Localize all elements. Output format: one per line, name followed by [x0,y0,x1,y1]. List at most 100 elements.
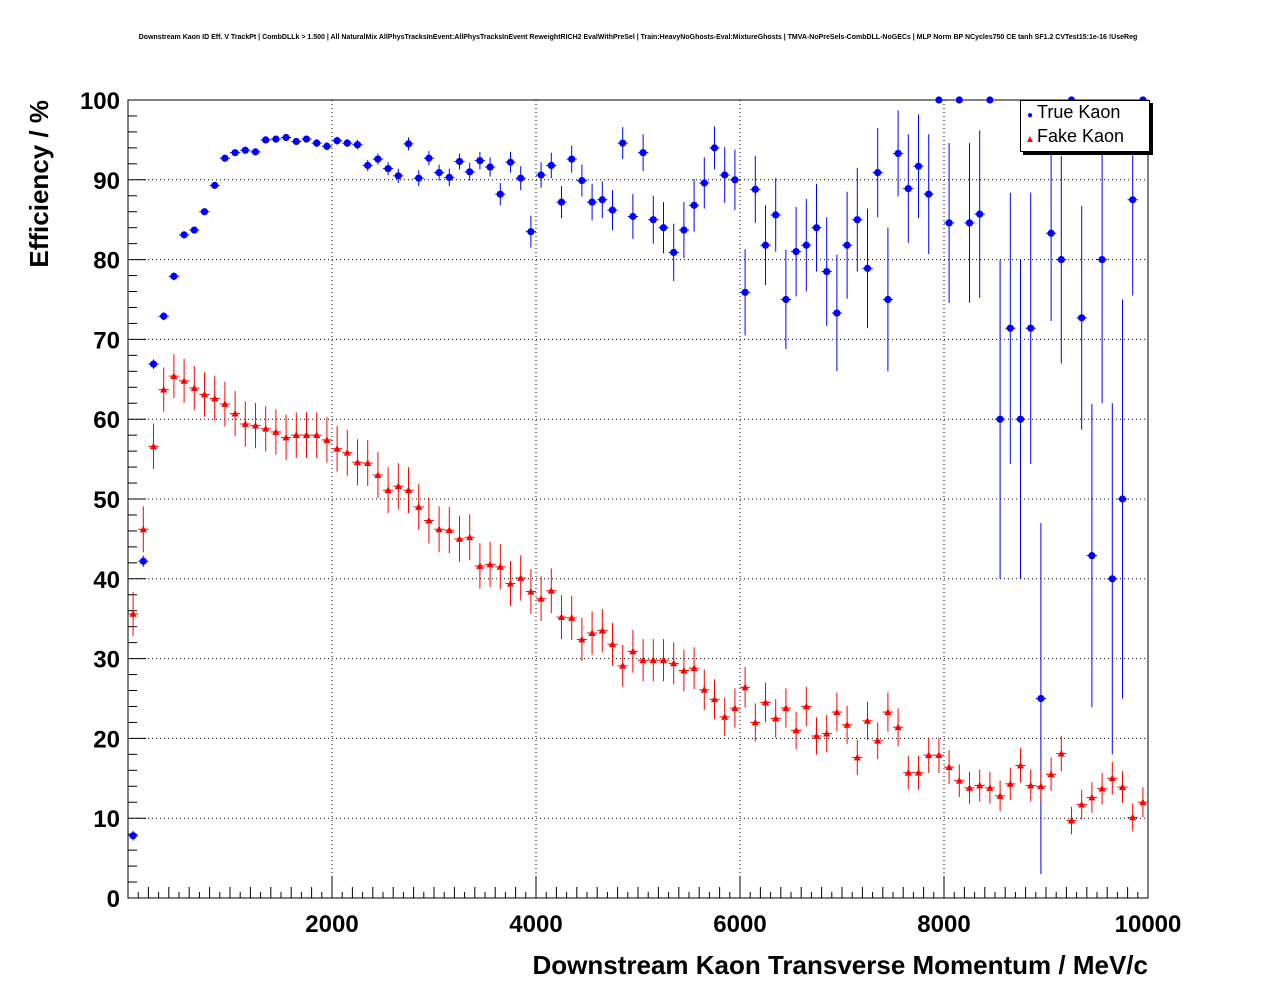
circle-marker [986,96,994,104]
fake-kaon-point [995,780,1006,812]
true-kaon-point [454,153,465,170]
true-kaon-point [332,136,343,145]
true-kaon-point [597,181,608,219]
triangle-marker [578,635,586,643]
true-kaon-point [209,181,220,189]
true-kaon-point [627,194,638,239]
circle-marker [537,171,545,179]
true-kaon-point [168,272,179,281]
triangle-marker [721,713,729,720]
true-kaon-point [1015,259,1026,579]
fake-kaon-point [913,755,924,790]
circle-marker [659,224,668,232]
triangle-marker [629,647,637,655]
true-kaon-point [301,135,312,143]
triangle-marker [1016,761,1025,769]
fake-kaon-point [1086,782,1097,813]
triangle-marker [863,717,872,724]
fake-kaon-point [505,561,516,607]
fake-kaon-point [372,452,383,499]
true-kaon-point [1005,192,1016,464]
triangle-marker [506,579,515,587]
triangle-marker [1139,798,1147,806]
triangle-marker [435,525,443,533]
triangle-marker [1047,770,1055,778]
true-kaon-point [801,198,812,292]
triangle-marker [486,560,494,568]
circle-marker [425,154,433,162]
true-kaon-point [954,96,965,104]
true-kaon-point [1097,115,1108,404]
triangle-marker [710,695,719,703]
true-kaon-point [444,168,455,187]
circle-marker [445,173,453,182]
true-kaon-point [240,146,251,154]
true-kaon-point [913,114,924,219]
fake-kaon-point [617,644,628,687]
triangle-marker [149,442,158,450]
circle-marker [1047,229,1055,237]
true-kaon-point [536,162,547,188]
circle-marker [772,211,780,219]
fake-kaon-point [556,595,567,640]
triangle-marker [180,377,188,384]
triangle-marker [996,792,1004,799]
triangle-marker [190,384,198,391]
triangle-marker [802,702,810,710]
circle-marker [353,141,362,149]
fake-kaon-point [903,755,914,790]
fake-kaon-point [638,639,649,682]
true-kaon-point [576,164,587,197]
circle-marker [149,360,158,368]
true-kaon-point [638,134,649,172]
fake-kaon-point [250,402,261,449]
fake-kaon-point [219,381,230,427]
true-kaon-point [495,182,506,206]
circle-marker [1078,314,1086,322]
true-kaon-point [566,145,577,173]
triangle-marker [659,656,668,664]
circle-marker [853,216,861,224]
fake-kaon-point [740,667,751,708]
triangle-marker [170,372,178,379]
fake-kaon-point [168,354,179,399]
triangle-marker [1027,781,1035,789]
circle-marker [731,176,739,184]
circle-marker [823,267,831,276]
triangle-marker [955,777,963,784]
true-kaon-point [1117,299,1128,699]
fake-kaon-point [281,414,292,461]
true-kaon-point [699,157,710,209]
fake-kaon-point [678,649,689,692]
true-kaon-point [434,164,445,181]
fake-kaon-point [882,692,893,732]
true-kaon-point [617,127,628,160]
circle-marker [568,155,576,163]
triangle-marker [925,751,933,759]
circle-marker [1129,196,1137,204]
triangle-marker [221,400,229,407]
triangle-marker [1067,816,1076,824]
triangle-marker [1037,782,1045,790]
triangle-marker [680,666,688,674]
circle-marker [914,162,923,170]
fake-kaon-point [770,699,781,738]
triangle-marker [527,587,535,595]
y-tick-label: 0 [107,886,120,913]
triangle-marker [455,535,464,542]
triangle-marker [292,431,300,439]
series-fake-kaon [128,354,1148,835]
true-kaon-point [179,231,190,239]
fake-kaon-point [1046,757,1057,791]
true-kaon-point [995,259,1006,579]
fake-kaon-point [525,569,536,614]
circle-marker [1037,694,1045,703]
triangle-marker [272,428,280,435]
fake-kaon-point [872,722,883,760]
circle-marker [649,216,657,224]
true-kaon-point [933,96,944,104]
fake-kaon-point [811,717,822,755]
triangle-marker [670,659,678,667]
fake-kaon-point [1117,771,1128,804]
fake-kaon-point [128,591,139,636]
